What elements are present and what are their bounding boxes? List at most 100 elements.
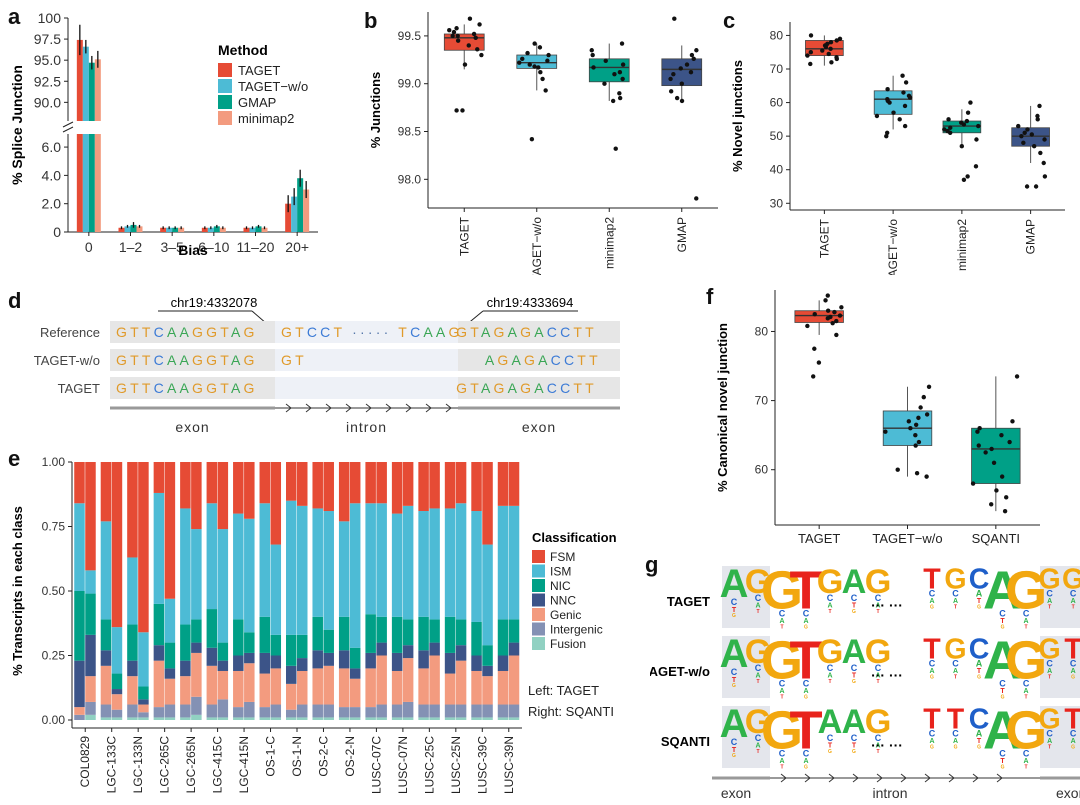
e-bar-segment: [418, 650, 429, 669]
g-logo-letter-small: A: [875, 603, 880, 610]
e-bar-segment: [349, 503, 361, 648]
g-logo-letter: A: [720, 562, 749, 606]
g-logo-letter-small: C: [929, 658, 936, 668]
e-bar-segment: [482, 676, 493, 705]
a-bar: [297, 178, 304, 232]
svg-b-point: [527, 62, 532, 67]
e-bar-segment: [259, 462, 271, 504]
g-logo-letter-small: A: [779, 618, 784, 625]
g-logo-letter-small: C: [1023, 608, 1030, 618]
e-bar-segment: [286, 634, 297, 666]
a-bar: [303, 189, 310, 232]
e-bar-segment: [297, 704, 308, 718]
svg-f-point: [811, 374, 816, 379]
svg-f-point: [976, 443, 981, 448]
svg-b-point: [694, 196, 699, 201]
e-bar-segment: [270, 717, 282, 720]
svg-b-point: [447, 27, 452, 33]
svg-b-point: [602, 81, 607, 86]
svg-b-point: [617, 70, 623, 75]
svg-b-y-tick-label: 98.0: [398, 172, 422, 186]
g-logo-letter-small: G: [1001, 694, 1005, 700]
svg-f-point: [913, 422, 919, 427]
svg-c-point: [902, 103, 908, 109]
svg-f-point: [916, 415, 921, 421]
e-x-tick-label: LGC-133N: [131, 736, 145, 793]
g-logo-letter-small: G: [1071, 744, 1075, 750]
svg-b-y-tick-label: 99.0: [398, 77, 422, 91]
g-logo-letter: G: [865, 703, 892, 741]
e-bar-segment: [402, 462, 414, 506]
a-bar: [285, 203, 292, 232]
svg-b-point: [620, 76, 625, 82]
e-bar-segment: [297, 717, 308, 720]
g-logo-letter-small: T: [876, 749, 879, 755]
g-intron-arrow: [972, 773, 979, 783]
e-x-tick-label: LGC-415N: [237, 736, 251, 793]
e-bar-segment: [297, 670, 308, 705]
e-bar-segment: [206, 717, 218, 720]
e-bar-segment: [100, 665, 112, 705]
g-logo-letter-small: C: [827, 733, 834, 743]
e-bar-segment: [508, 505, 520, 620]
e-bar-segment: [233, 717, 244, 720]
svg-c-point: [887, 100, 892, 105]
e-bar-segment: [191, 714, 202, 720]
e-bar-segment: [153, 645, 165, 661]
d-intron-arrow: [345, 403, 352, 413]
e-bar-segment: [312, 668, 323, 705]
e-bar-segment: [455, 717, 467, 720]
a-y-tick-label: 90.0: [34, 94, 61, 110]
svg-b-point: [477, 22, 482, 27]
d-seq-left: GTTCAAGGTAG: [116, 352, 258, 368]
svg-b-point: [617, 91, 622, 96]
d-coord-right: chr19:4333694: [487, 295, 574, 310]
e-bar-segment: [471, 511, 482, 622]
svg-b-x-tick-label: TAGET: [457, 216, 471, 256]
svg-b-point: [451, 29, 457, 35]
svg-b-point: [473, 35, 478, 41]
g-exon-bg-right: [1040, 636, 1080, 698]
e-legend-label: ISM: [550, 565, 571, 579]
svg-b-y-axis-title: % Junctions: [368, 72, 383, 149]
svg-b-point: [466, 43, 471, 48]
svg-b-point: [536, 65, 541, 70]
g-logo-letter-small: C: [1023, 748, 1030, 758]
svg-f-x-tick-label: TAGET−w/o: [872, 531, 942, 546]
e-bar-segment: [323, 704, 334, 718]
svg-f-point: [825, 293, 830, 298]
e-x-tick-label: LUSC-07C: [369, 736, 383, 794]
e-bar-segment: [127, 676, 138, 705]
g-logo-letter-small: C: [1070, 588, 1077, 598]
svg-c-point: [897, 117, 902, 122]
g-logo-letter-small: A: [875, 673, 880, 680]
e-bar-segment: [471, 670, 482, 705]
e-bar-segment: [233, 462, 244, 514]
g-logo-letter-small: A: [875, 743, 880, 750]
svg-f-point: [837, 313, 843, 318]
g-intron-arrow: [804, 773, 811, 783]
e-bar-segment: [429, 717, 440, 720]
a-axis-break-2: [62, 126, 74, 133]
e-bar-segment: [217, 699, 229, 718]
g-logo-letter-small: A: [1047, 738, 1052, 745]
d-intron-arrow: [445, 403, 452, 413]
g-logo-letter: G: [944, 633, 966, 665]
e-bar-segment: [164, 642, 176, 669]
e-bar-segment: [338, 521, 350, 617]
svg-c-point: [820, 48, 825, 53]
a-bar: [261, 227, 268, 232]
e-bar-segment: [312, 717, 323, 720]
a-y-tick-label: 92.5: [34, 73, 61, 89]
e-bar-segment: [191, 462, 202, 530]
a-bar: [160, 227, 167, 232]
svg-c-point: [1033, 184, 1039, 189]
g-logo-letter: A: [818, 703, 843, 741]
e-bar-segment: [323, 665, 334, 705]
e-bar-segment: [85, 570, 96, 594]
e-bar-segment: [497, 619, 509, 656]
svg-b-x-tick-label: minimap2: [602, 217, 616, 269]
a-y-tick-label: 97.5: [34, 31, 61, 47]
g-logo-letter: T: [923, 703, 941, 735]
svg-f-box: [794, 310, 844, 323]
